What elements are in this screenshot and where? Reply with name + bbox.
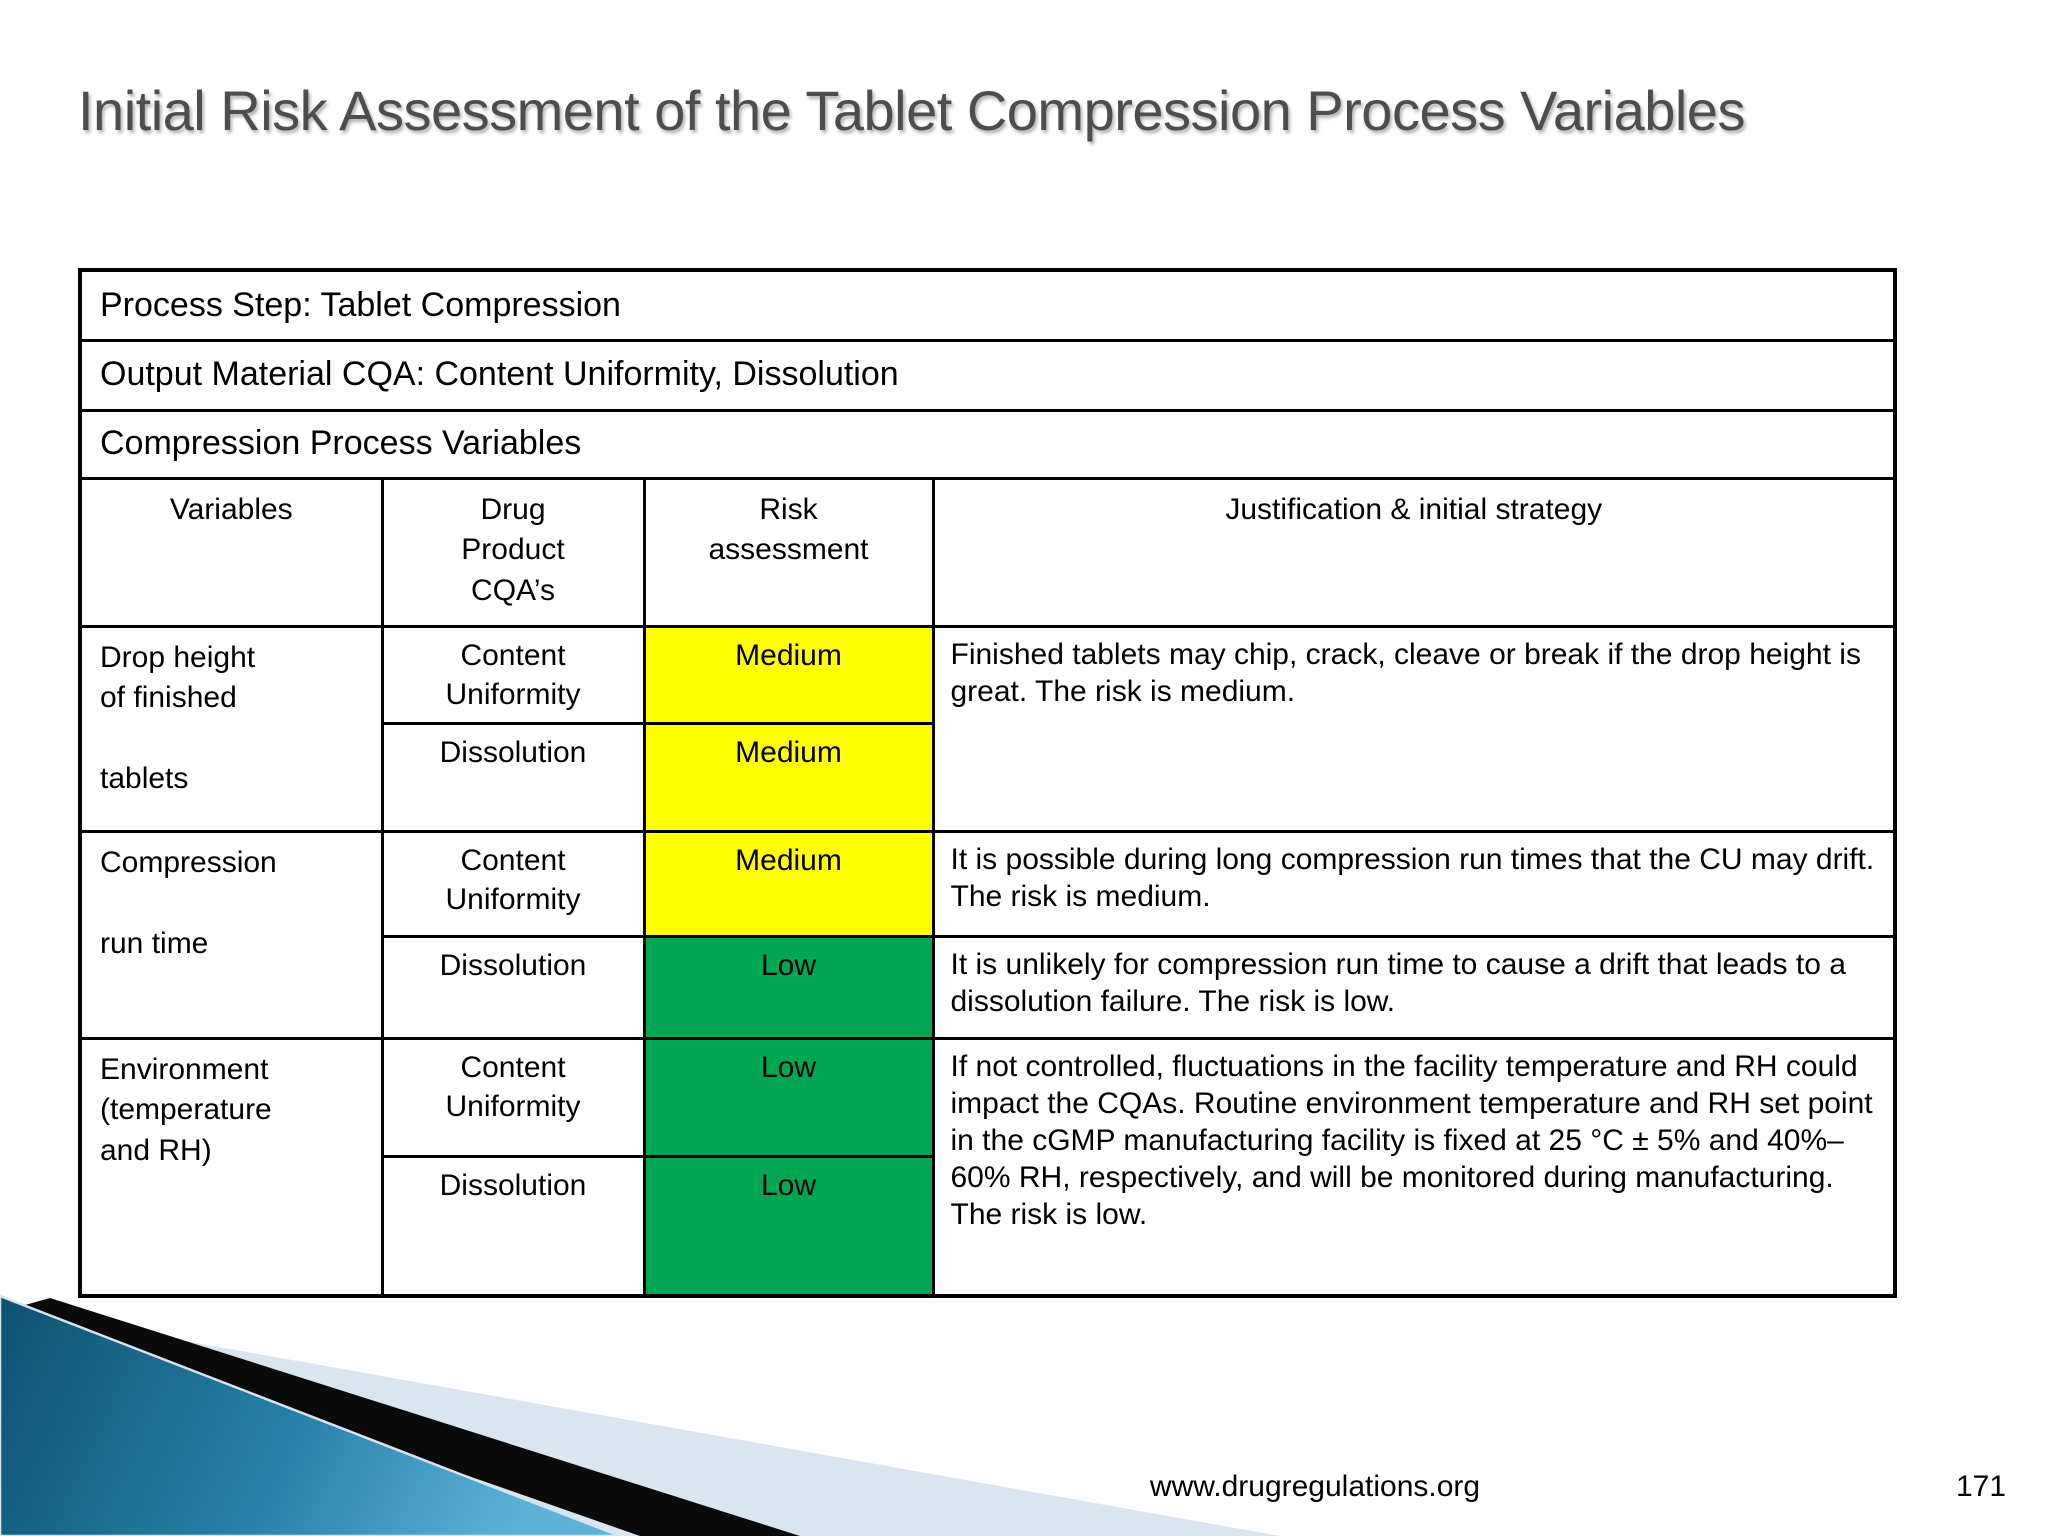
cqa-cell: Content Uniformity [380,624,646,725]
justification-cell: If not controlled, fluctuations in the f… [931,1036,1897,1298]
cqa-cell: Dissolution [380,934,646,1040]
footer-website: www.drugregulations.org [1149,1470,1481,1503]
page-title: Initial Risk Assessment of the Tablet Co… [78,79,1745,142]
col-header-justification: Justification & initial strategy [931,476,1897,628]
compression-process-variables-banner: Compression Process Variables [78,408,1897,480]
cqa-cell: Dissolution [380,1154,646,1298]
risk-cell: Low [642,934,935,1040]
black-stripe [0,1298,800,1536]
col-header-risk-assessment: Risk assessment [642,476,935,628]
cqa-cell: Content Uniformity [380,1036,646,1158]
risk-assessment-table: Process Step: Tablet Compression Output … [78,268,1898,1298]
risk-cell: Medium [642,721,935,833]
risk-cell: Medium [642,624,935,725]
output-material-cqa-banner: Output Material CQA: Content Uniformity,… [78,338,1897,412]
cqa-cell: Dissolution [380,721,646,833]
variable-compression-run-time: Compression run time [78,829,384,1040]
justification-cell: It is unlikely for compression run time … [931,934,1897,1040]
risk-cell: Low [642,1036,935,1158]
footer-page-number: 171 [1956,1470,2007,1503]
process-step-banner: Process Step: Tablet Compression [78,268,1897,342]
risk-cell: Low [642,1154,935,1298]
col-header-drug-product-cqas: Drug Product CQA’s [380,476,646,628]
light-blue-wedge [0,1308,1280,1536]
justification-cell: Finished tablets may chip, crack, cleave… [931,624,1897,833]
variable-environment: Environment (temperature and RH) [78,1036,384,1298]
teal-wedge [0,1294,621,1536]
risk-cell: Medium [642,829,935,938]
col-header-variables: Variables [78,476,384,628]
cqa-cell: Content Uniformity [380,829,646,938]
variable-drop-height: Drop height of finished tablets [78,624,384,833]
justification-cell: It is possible during long compression r… [931,829,1897,938]
